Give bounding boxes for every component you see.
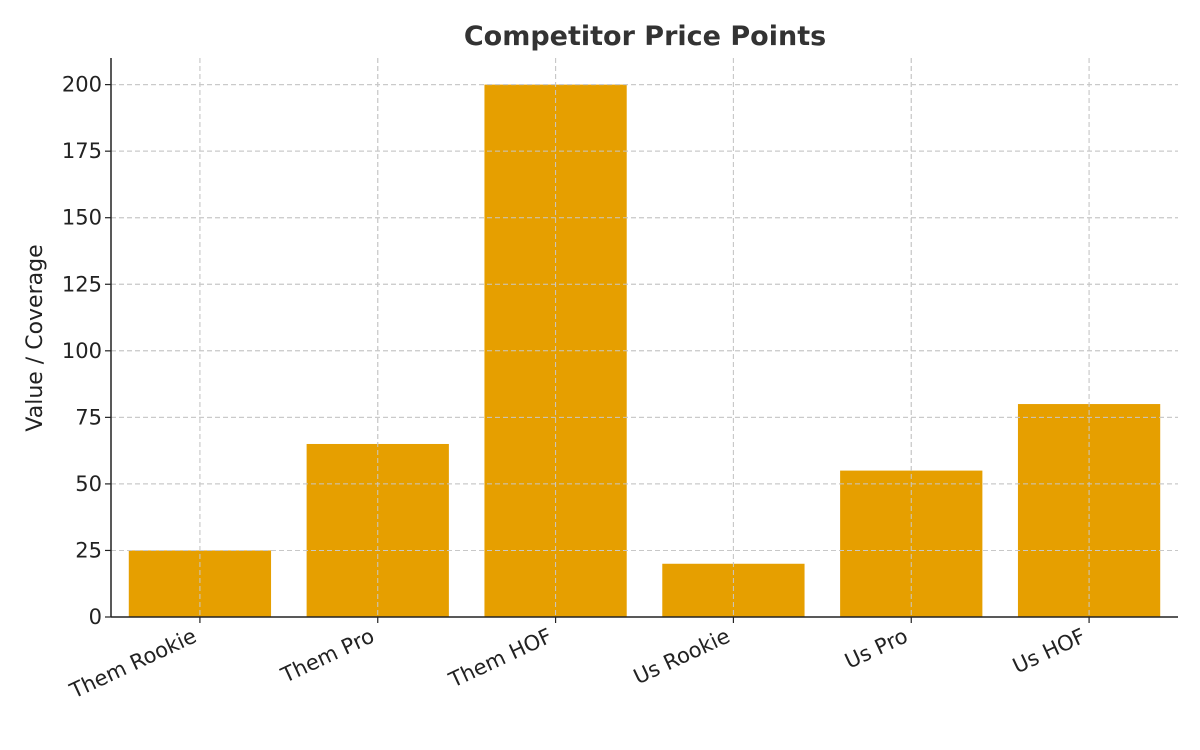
x-tick-label: Us Pro [841, 624, 911, 674]
bar-them-rookie [128, 550, 272, 617]
y-tick-label: 175 [62, 139, 102, 163]
bars [111, 58, 1178, 618]
y-tick-label: 200 [62, 73, 102, 97]
y-tick-label: 125 [62, 272, 102, 296]
x-tick-labels: Them Rookie Them Pro Them HOF Us Rookie Us P… [65, 624, 1089, 704]
x-tick-label: Us HOF [1009, 624, 1089, 678]
x-tick-label: Them Pro [277, 624, 378, 688]
x-tick-label: Them HOF [444, 624, 555, 693]
x-tick-label: Us Rookie [630, 624, 734, 689]
y-tick-label: 0 [89, 605, 102, 629]
y-tick-label: 75 [75, 405, 102, 429]
chart-title: Competitor Price Points [464, 21, 826, 52]
y-tick-labels: 0 25 50 75 100 125 150 175 200 [62, 73, 102, 629]
y-tick-label: 50 [75, 472, 102, 496]
y-tick-label: 150 [62, 206, 102, 230]
axes [105, 58, 1178, 623]
x-tick-label: Them Rookie [65, 624, 200, 704]
y-axis-label: Value / Coverage [23, 244, 48, 431]
y-tick-label: 100 [62, 339, 102, 363]
y-tick-label: 25 [75, 538, 102, 562]
